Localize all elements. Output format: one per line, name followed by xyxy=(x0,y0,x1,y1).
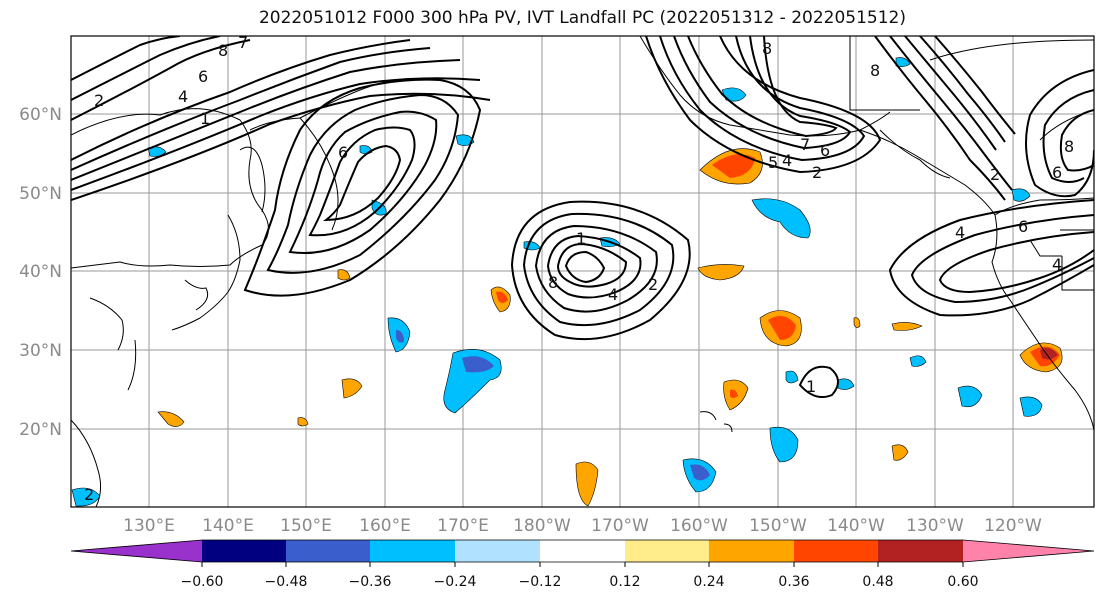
svg-text:4: 4 xyxy=(608,285,618,304)
svg-text:4: 4 xyxy=(178,87,188,106)
ivt-shading xyxy=(71,57,1063,507)
colorbar-segment xyxy=(878,540,963,562)
colorbar-segment xyxy=(540,540,625,562)
colorbar-tick: −0.36 xyxy=(349,574,392,590)
colorbar-tick: −0.24 xyxy=(434,574,477,590)
map-frame xyxy=(70,35,1095,508)
svg-text:5: 5 xyxy=(768,153,778,172)
colorbar-segment xyxy=(625,540,709,562)
svg-text:4: 4 xyxy=(1052,255,1062,274)
lon-label: 140°E xyxy=(202,516,254,536)
colorbar-segment xyxy=(963,540,1094,562)
lon-label: 150°W xyxy=(749,516,807,536)
svg-text:4: 4 xyxy=(955,223,965,242)
svg-text:6: 6 xyxy=(1018,217,1028,236)
svg-text:1: 1 xyxy=(576,229,586,248)
svg-text:6: 6 xyxy=(820,141,830,160)
lon-label: 170°W xyxy=(591,516,649,536)
svg-text:7: 7 xyxy=(800,135,810,154)
lon-label: 130°W xyxy=(906,516,964,536)
svg-text:1: 1 xyxy=(200,109,210,128)
lon-label: 170°E xyxy=(437,516,489,536)
svg-text:6: 6 xyxy=(1052,163,1062,182)
svg-text:8: 8 xyxy=(218,41,228,60)
svg-text:1: 1 xyxy=(806,377,816,396)
colorbar-segment xyxy=(709,540,794,562)
latitude-labels: 20°N 30°N 40°N 50°N 60°N xyxy=(19,105,62,440)
svg-text:2: 2 xyxy=(94,91,104,110)
svg-text:7: 7 xyxy=(238,33,248,52)
lon-label: 160°E xyxy=(359,516,411,536)
lon-label: 180°W xyxy=(513,516,571,536)
colorbar-segment xyxy=(370,540,455,562)
contour-labels: 8 7 6 4 1 2 6 8 4 2 1 7 6 5 4 2 8 8 2 4 … xyxy=(84,33,1074,504)
svg-text:2: 2 xyxy=(648,275,658,294)
colorbar-tick: 0.48 xyxy=(862,574,893,590)
lon-label: 140°W xyxy=(827,516,885,536)
colorbar-ticks: −0.60 −0.48 −0.36 −0.24 −0.12 0.12 0.24 … xyxy=(181,574,979,590)
colorbar-tick: 0.24 xyxy=(693,574,724,590)
svg-text:6: 6 xyxy=(198,67,208,86)
colorbar xyxy=(70,539,1095,567)
colorbar-tick: −0.12 xyxy=(519,574,562,590)
svg-text:4: 4 xyxy=(782,151,792,170)
colorbar-tick: 0.36 xyxy=(778,574,809,590)
svg-text:2: 2 xyxy=(84,485,94,504)
lat-label: 20°N xyxy=(19,420,62,440)
lat-label: 50°N xyxy=(19,184,62,204)
lon-label: 150°E xyxy=(280,516,332,536)
svg-text:8: 8 xyxy=(870,61,880,80)
colorbar-segment xyxy=(455,540,540,562)
colorbar-tick: 0.60 xyxy=(947,574,978,590)
lat-label: 60°N xyxy=(19,105,62,125)
colorbar-segment xyxy=(794,540,878,562)
svg-text:2: 2 xyxy=(990,165,1000,184)
longitude-labels: 130°E 140°E 150°E 160°E 170°E 180°W 170°… xyxy=(123,516,1042,536)
svg-text:6: 6 xyxy=(338,143,348,162)
lon-label: 120°W xyxy=(984,516,1042,536)
colorbar-tick: −0.48 xyxy=(265,574,308,590)
map-title: 2022051012 F000 300 hPa PV, IVT Landfall… xyxy=(258,8,906,28)
lat-label: 40°N xyxy=(19,262,62,282)
colorbar-tick: −0.60 xyxy=(181,574,224,590)
colorbar-segment xyxy=(202,540,286,562)
pv-contours xyxy=(71,36,1094,398)
colorbar-segment xyxy=(286,540,370,562)
lon-label: 160°W xyxy=(670,516,728,536)
svg-text:2: 2 xyxy=(812,163,822,182)
svg-text:8: 8 xyxy=(548,273,558,292)
lon-label: 130°E xyxy=(123,516,175,536)
colorbar-tick: 0.12 xyxy=(609,574,640,590)
svg-text:8: 8 xyxy=(762,39,772,58)
colorbar-segment xyxy=(71,540,202,562)
svg-text:8: 8 xyxy=(1064,137,1074,156)
lat-label: 30°N xyxy=(19,341,62,361)
